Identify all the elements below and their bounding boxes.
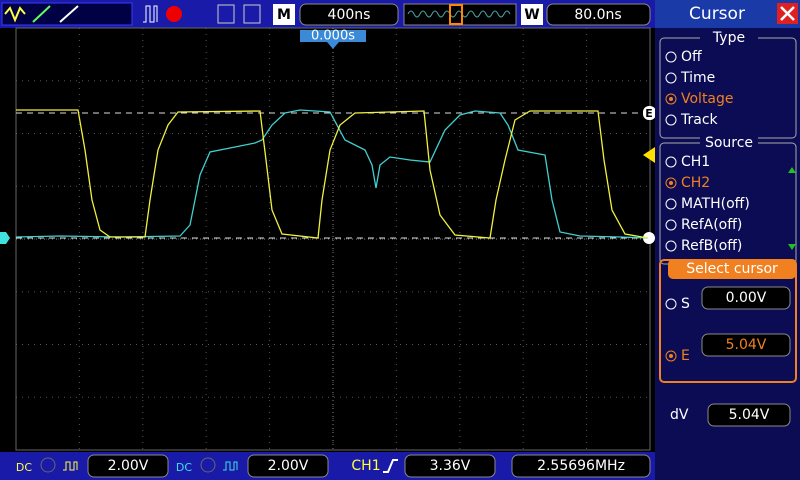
close-icon (780, 6, 795, 21)
menu-option[interactable]: RefB(off) (681, 238, 742, 254)
window-box[interactable] (546, 3, 651, 26)
save-icon[interactable] (217, 4, 235, 24)
timebase-label: M (277, 7, 291, 23)
ch1-scale: 2.00V (108, 458, 149, 474)
radio-dot (669, 354, 673, 358)
menu-option[interactable]: Voltage (681, 91, 734, 107)
scroll-up (788, 167, 796, 173)
e-label: E (681, 348, 690, 364)
scroll-down (788, 244, 796, 250)
cursor-marker-s (643, 232, 655, 244)
window-overview (403, 3, 517, 26)
window-label: W (524, 7, 539, 23)
radio[interactable] (665, 72, 677, 84)
record-icon[interactable] (166, 6, 182, 22)
ch2-scale-box[interactable] (247, 454, 329, 478)
s-label: S (681, 296, 690, 312)
radio[interactable] (665, 51, 677, 63)
group-heading: Type (712, 30, 745, 46)
radio-dot (669, 97, 673, 101)
window-label-box (521, 4, 543, 25)
e-value: 5.04V (726, 337, 767, 353)
icon (223, 461, 238, 471)
trigger-level-box[interactable] (404, 454, 496, 478)
menu-title: Cursor (689, 4, 745, 24)
window-selector (449, 4, 463, 25)
radio-dot (669, 181, 673, 185)
print-icon[interactable] (243, 4, 261, 24)
timebase-label-box (273, 4, 295, 25)
ch1-scale-box[interactable] (87, 454, 169, 478)
radio[interactable] (665, 93, 677, 105)
menu-option[interactable]: Time (680, 70, 715, 86)
radio[interactable] (665, 198, 677, 210)
menu-option[interactable]: CH2 (681, 175, 710, 191)
frequency: 2.55696MHz (537, 458, 625, 474)
icon (200, 457, 216, 473)
menu-option[interactable]: RefA(off) (681, 217, 742, 233)
radio[interactable] (665, 240, 677, 252)
menu-option[interactable]: CH1 (681, 154, 710, 170)
cursor-marker: E (645, 107, 653, 120)
trigger-edge-icon (383, 459, 398, 473)
menu-option[interactable]: Track (680, 112, 719, 128)
s-value: 0.00V (726, 290, 767, 306)
icon (4, 6, 26, 23)
cursor-marker-box (643, 106, 656, 120)
ch2-scale: 2.00V (268, 458, 309, 474)
ch1-trace (16, 109, 649, 239)
radio[interactable] (665, 177, 677, 189)
trigger-position-tag (300, 30, 366, 49)
trigger-position: 0.000s (311, 29, 355, 44)
radio[interactable] (665, 298, 677, 310)
ch1-coupling: DC (16, 461, 32, 474)
delta-value: 5.04V (729, 407, 770, 423)
radio[interactable] (665, 114, 677, 126)
ch2-coupling: DC (176, 461, 192, 474)
icon (40, 457, 56, 473)
icon (63, 461, 78, 471)
menu-option[interactable]: MATH(off) (681, 196, 750, 212)
heading-bg (700, 135, 758, 151)
trigger-source: CH1 (351, 458, 380, 474)
radio[interactable] (665, 350, 677, 362)
radio[interactable] (665, 219, 677, 231)
window: 80.0ns (574, 7, 621, 23)
select-cursor-header (668, 259, 796, 279)
delta-label: dV (670, 407, 689, 423)
timebase: 400ns (328, 7, 371, 23)
ch2-trace (15, 109, 649, 239)
heading-bg (700, 30, 758, 46)
group-heading: Source (705, 135, 753, 151)
frequency-box (511, 454, 651, 478)
ch2-marker (0, 232, 10, 244)
timebase-box[interactable] (299, 3, 399, 26)
menu-option[interactable]: Off (681, 49, 702, 65)
menu-title-bar (655, 0, 800, 28)
e-value-box (701, 333, 791, 357)
trigger-level: 3.36V (430, 458, 471, 474)
run-icons (1, 2, 133, 26)
icon (143, 5, 158, 23)
icon (32, 5, 51, 23)
overview-trace (407, 10, 511, 18)
delta-box (707, 403, 791, 427)
radio[interactable] (665, 156, 677, 168)
icon (59, 5, 79, 23)
select-cursor-heading: Select cursor (686, 261, 778, 277)
trigger-level-marker (643, 147, 655, 163)
s-value-box (701, 286, 791, 310)
